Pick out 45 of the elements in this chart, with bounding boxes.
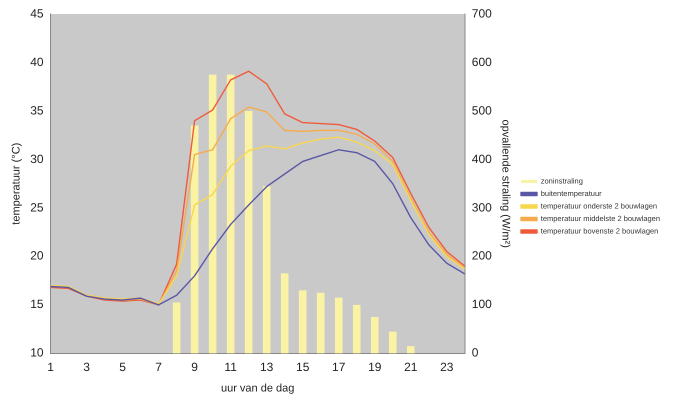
bar — [190, 126, 198, 354]
y-axis-title: temperatuur (°C) — [10, 142, 23, 225]
bar — [352, 304, 361, 354]
x-tick-label: 23 — [440, 360, 454, 374]
y-tick-label: 15 — [30, 297, 44, 312]
y2-tick-label: 500 — [472, 103, 492, 118]
x-tick-label: 19 — [368, 360, 382, 374]
bar — [388, 332, 397, 354]
y2-tick-label: 200 — [472, 248, 492, 263]
x-tick-label: 5 — [119, 360, 126, 374]
y2-tick-label: 600 — [472, 54, 492, 69]
y2-tick-label: 100 — [472, 297, 492, 312]
bar — [172, 302, 180, 354]
bar — [334, 298, 342, 354]
x-tick-label: 17 — [332, 360, 346, 374]
x-tick-label: 3 — [83, 360, 90, 374]
y2-tick-label: 400 — [472, 152, 492, 166]
x-tick-label: 7 — [155, 360, 162, 374]
bar — [298, 290, 306, 354]
y2-tick-label: 300 — [472, 200, 492, 214]
bar — [370, 317, 379, 354]
bar — [316, 292, 324, 354]
bar — [280, 273, 288, 354]
y-tick-label: 30 — [30, 152, 44, 166]
y-tick-label: 40 — [30, 54, 44, 69]
y2-tick-label: 700 — [472, 6, 492, 20]
y2-axis-title: opvallende straling (W/m²) — [499, 120, 512, 248]
x-tick-label: 15 — [296, 360, 310, 374]
bar — [406, 346, 415, 354]
x-tick-label: 13 — [260, 360, 274, 374]
y-tick-label: 45 — [30, 6, 44, 20]
y-tick-label: 25 — [30, 200, 44, 214]
y-tick-label: 20 — [30, 248, 44, 263]
bar — [244, 110, 252, 354]
y-tick-label: 35 — [30, 103, 44, 118]
x-axis-title: uur van de dag — [220, 382, 294, 394]
y2-tick-label: 0 — [472, 346, 479, 360]
x-tick-label: 1 — [47, 360, 54, 374]
x-tick-label: 9 — [191, 360, 198, 374]
bar — [226, 74, 234, 354]
y-tick-label: 10 — [30, 346, 44, 360]
x-tick-label: 11 — [224, 360, 238, 374]
bar — [262, 186, 270, 354]
x-tick-label: 21 — [404, 360, 418, 374]
bar — [208, 74, 216, 354]
